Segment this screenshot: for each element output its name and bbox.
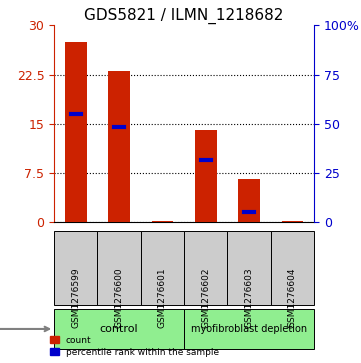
FancyBboxPatch shape xyxy=(184,231,227,305)
FancyBboxPatch shape xyxy=(54,231,97,305)
Bar xyxy=(65,42,87,222)
Bar xyxy=(108,71,130,222)
Text: control: control xyxy=(100,324,138,334)
Text: GSM1276604: GSM1276604 xyxy=(288,268,297,328)
Bar xyxy=(238,179,260,222)
FancyBboxPatch shape xyxy=(271,231,314,305)
FancyBboxPatch shape xyxy=(184,309,314,349)
Bar xyxy=(152,221,173,222)
Text: GSM1276600: GSM1276600 xyxy=(115,268,123,328)
Text: GSM1276603: GSM1276603 xyxy=(245,268,253,328)
FancyBboxPatch shape xyxy=(227,231,271,305)
Text: GSM1276602: GSM1276602 xyxy=(201,268,210,328)
Text: protocol: protocol xyxy=(0,324,49,334)
Title: GDS5821 / ILMN_1218682: GDS5821 / ILMN_1218682 xyxy=(84,8,284,24)
Bar xyxy=(195,130,217,222)
Text: GSM1276601: GSM1276601 xyxy=(158,268,167,328)
FancyBboxPatch shape xyxy=(54,309,184,349)
FancyBboxPatch shape xyxy=(97,231,141,305)
FancyBboxPatch shape xyxy=(141,231,184,305)
Text: myofibroblast depletion: myofibroblast depletion xyxy=(191,324,307,334)
Legend: count, percentile rank within the sample: count, percentile rank within the sample xyxy=(48,334,221,359)
Text: GSM1276599: GSM1276599 xyxy=(71,268,80,328)
